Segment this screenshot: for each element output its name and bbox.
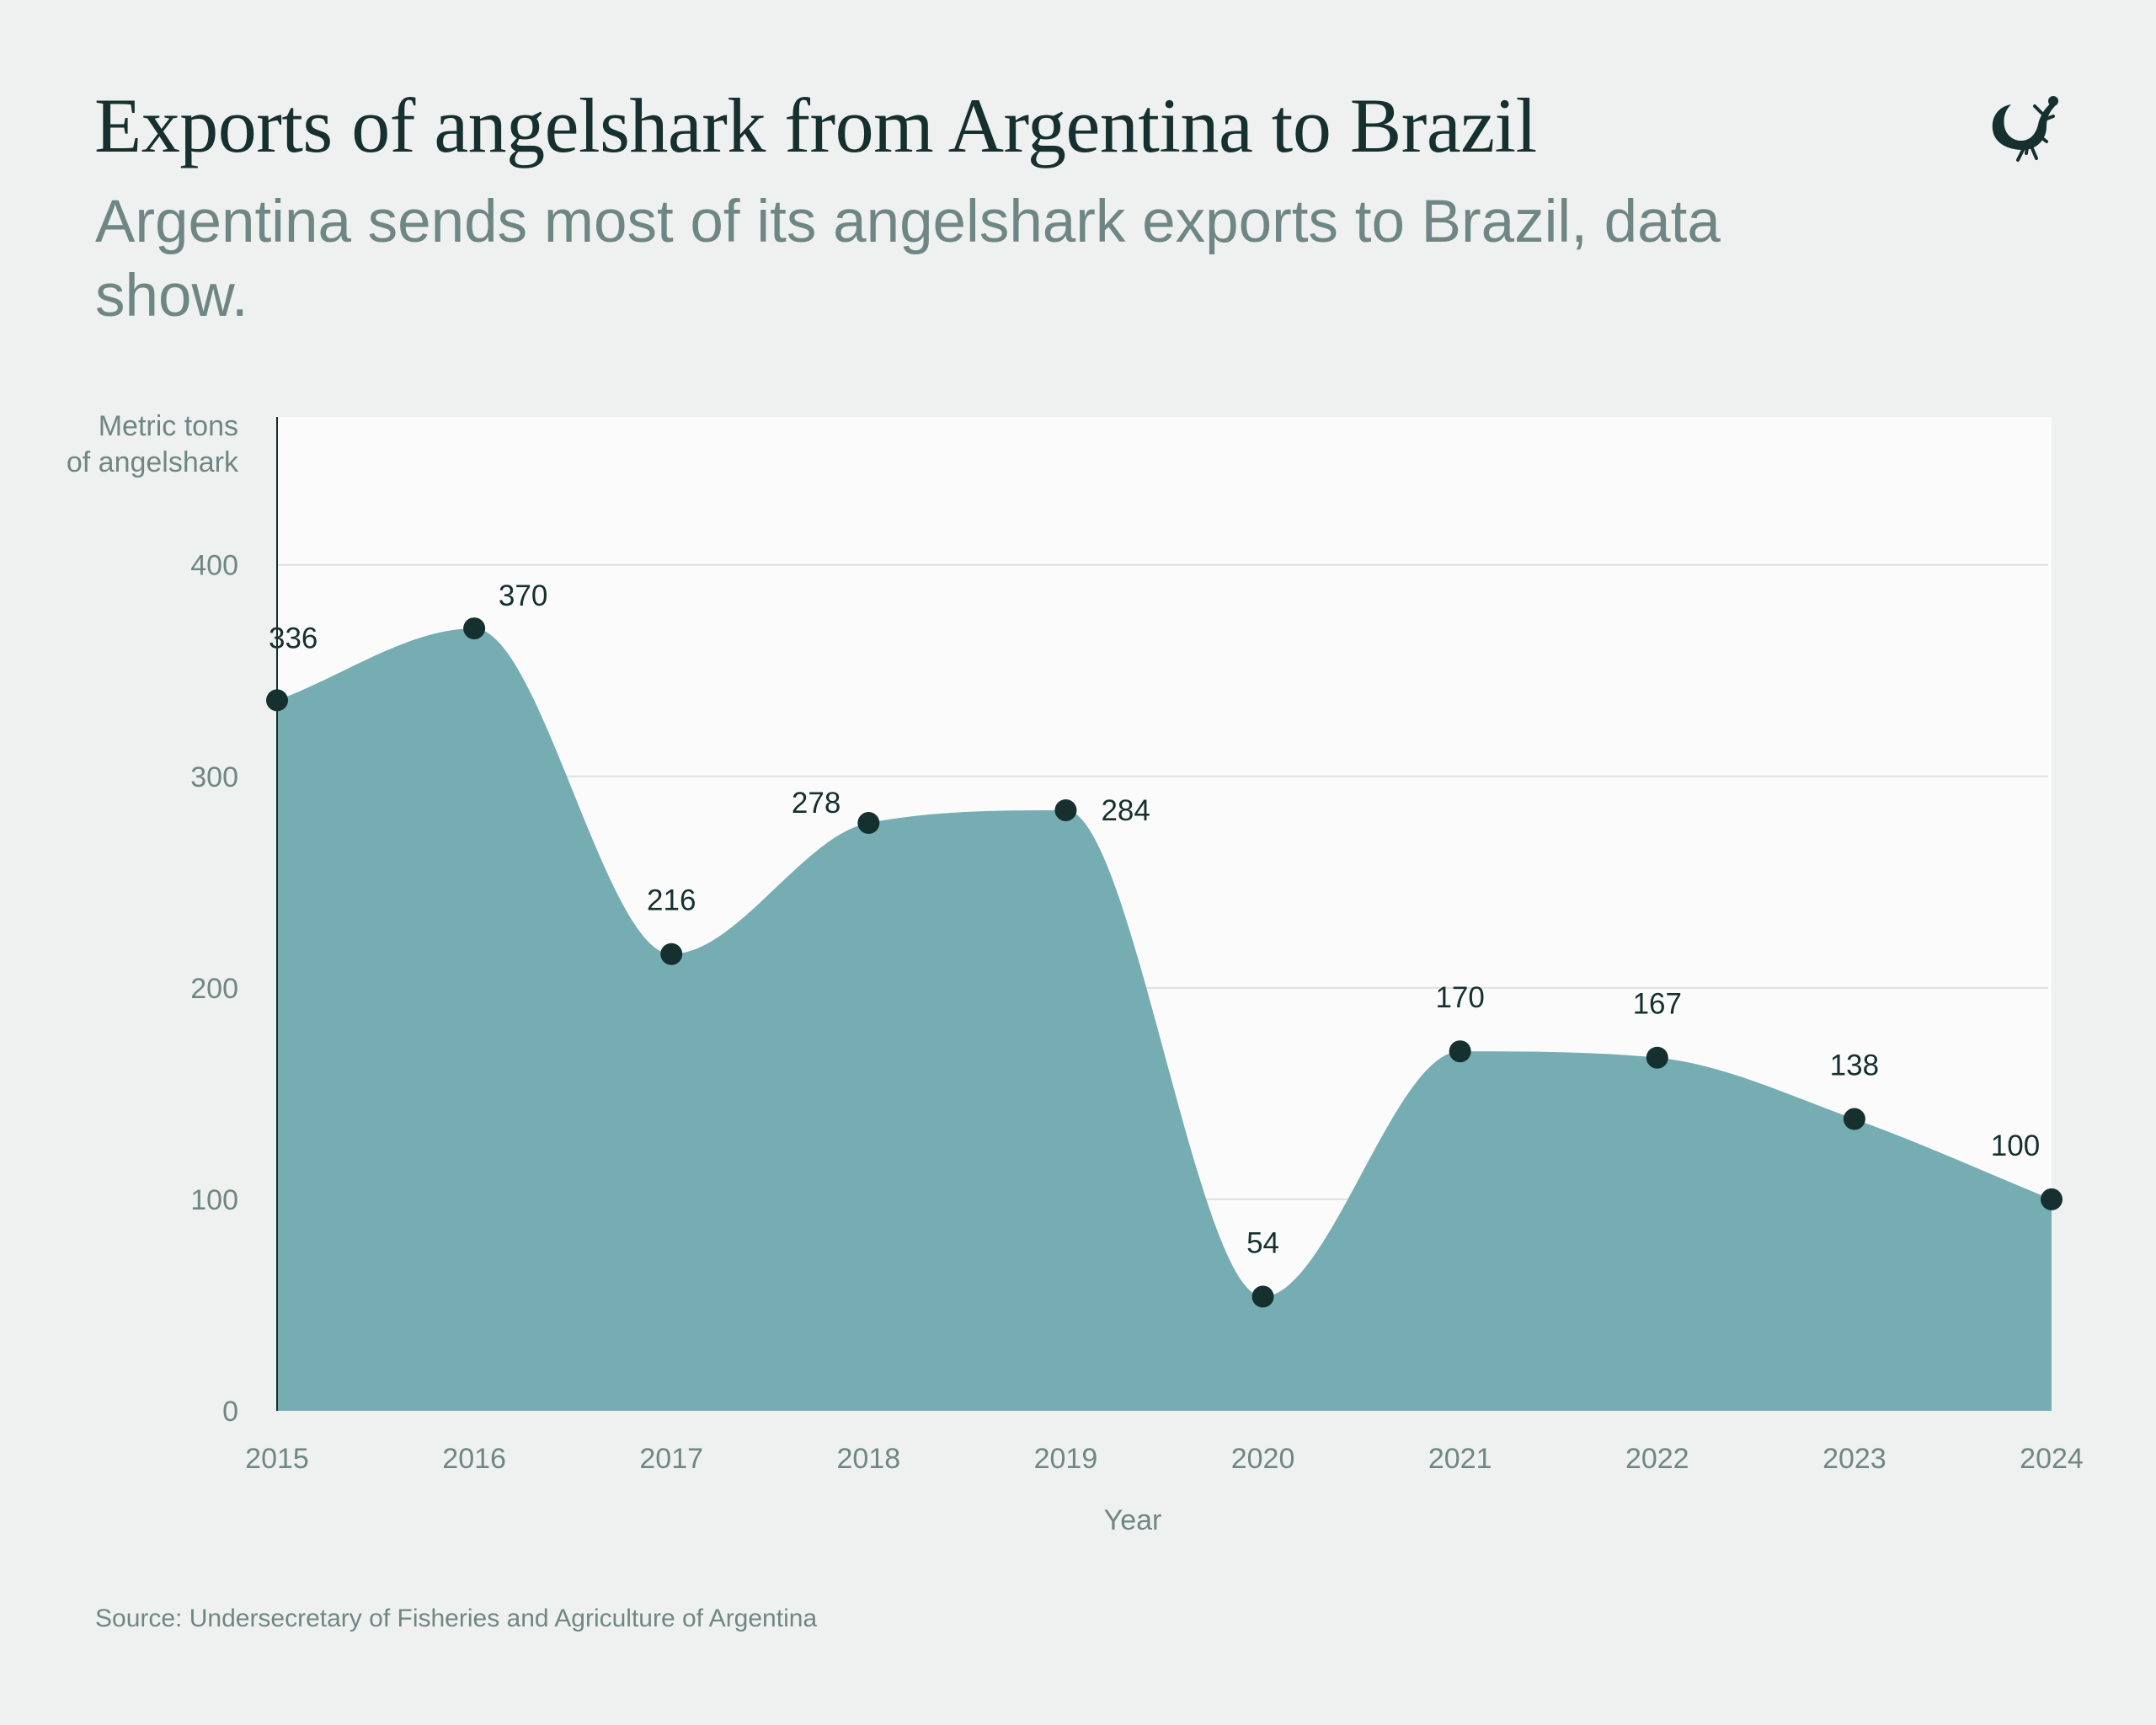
- data-point: [857, 812, 880, 835]
- y-axis-label-line-2: of angelshark: [67, 446, 239, 478]
- y-tick-label: 0: [222, 1396, 238, 1428]
- chart-subtitle: Argentina sends most of its angelshark e…: [95, 189, 1721, 329]
- data-points: [266, 617, 2063, 1308]
- x-tick-label: 2016: [442, 1443, 506, 1475]
- data-label: 284: [1101, 794, 1150, 827]
- data-label: 170: [1435, 981, 1484, 1014]
- x-tick-label: 2024: [2020, 1443, 2084, 1475]
- lizard-icon: [1992, 96, 2058, 162]
- y-axis-label-line-1: Metric tons: [99, 410, 238, 442]
- x-tick-label: 2022: [1625, 1443, 1689, 1475]
- series-area: [277, 628, 2052, 1411]
- x-axis-label: Year: [1104, 1504, 1162, 1536]
- data-label: 278: [792, 787, 841, 820]
- data-point: [2041, 1188, 2063, 1210]
- x-tick-label: 2019: [1034, 1443, 1098, 1475]
- data-point: [1449, 1040, 1471, 1063]
- y-tick-label: 200: [190, 973, 238, 1005]
- data-point: [1646, 1046, 1668, 1069]
- data-label: 216: [647, 884, 696, 917]
- y-tick-label: 400: [190, 550, 238, 582]
- x-tick-label: 2017: [639, 1443, 703, 1475]
- data-point: [463, 617, 486, 640]
- y-tick-labels: 0 100 200 300 400: [190, 550, 238, 1428]
- data-point: [266, 689, 288, 712]
- data-label: 54: [1246, 1226, 1279, 1259]
- data-labels: 336 370 216 278 284 54 170 167 138 100: [269, 579, 2040, 1259]
- data-point: [1843, 1108, 1865, 1130]
- data-label: 100: [1991, 1130, 2040, 1162]
- x-tick-label: 2020: [1231, 1443, 1295, 1475]
- data-label: 138: [1830, 1049, 1879, 1082]
- source-note: Source: Undersecretary of Fisheries and …: [95, 1605, 818, 1632]
- data-point: [1251, 1285, 1274, 1308]
- chart-title: Exports of angelshark from Argentina to …: [94, 83, 1537, 168]
- data-point: [1054, 798, 1077, 821]
- x-tick-label: 2021: [1428, 1443, 1492, 1475]
- x-tick-label: 2015: [245, 1443, 309, 1475]
- data-label: 336: [269, 622, 318, 654]
- y-tick-label: 100: [190, 1184, 238, 1216]
- data-label: 370: [499, 579, 547, 612]
- x-tick-label: 2023: [1822, 1443, 1886, 1475]
- data-label: 167: [1633, 988, 1682, 1021]
- y-tick-label: 300: [190, 761, 238, 793]
- data-point: [660, 943, 683, 965]
- x-tick-label: 2018: [837, 1443, 901, 1475]
- x-tick-labels: 2015 2016 2017 2018 2019 2020 2021 2022 2023 2024: [245, 1443, 2084, 1475]
